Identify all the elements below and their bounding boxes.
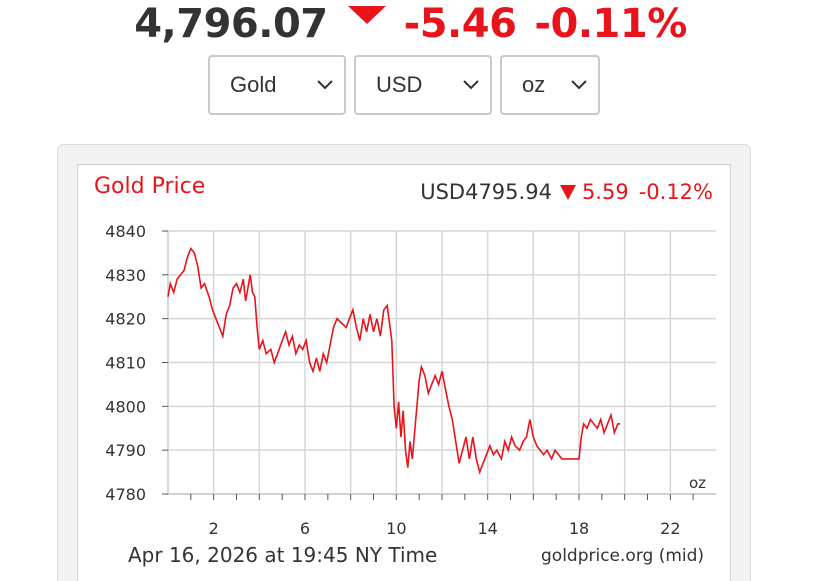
y-axis-ticks: 4840 4830 4820 4810 4800 4790 4780 [105, 222, 168, 504]
chevron-down-icon [571, 80, 587, 90]
y-tick-label: 4780 [105, 485, 146, 504]
chart-quote-price: USD4795.94 [420, 180, 552, 204]
chart-title: Gold Price [94, 174, 206, 199]
metal-select-value: Gold [230, 72, 277, 97]
chart-frame [77, 164, 731, 581]
x-tick-label: 10 [386, 519, 406, 538]
y-tick-label: 4830 [105, 266, 146, 285]
x-tick-label: 18 [569, 519, 589, 538]
unit-select-value: oz [522, 72, 546, 97]
chart-quote: USD4795.94 5.59 -0.12% [420, 177, 713, 207]
gold-price-line [167, 246, 621, 475]
chevron-down-icon [317, 80, 333, 90]
chart-grid [168, 230, 716, 495]
chart-quote-change: 5.59 [581, 180, 629, 204]
y-tick-label: 4810 [105, 354, 146, 373]
price-change: -5.46 [403, 1, 517, 47]
y-tick-label: 4840 [105, 222, 146, 241]
currency-select-value: USD [376, 72, 423, 97]
price-change-percent: -0.11% [534, 1, 687, 47]
x-tick-label: 14 [477, 519, 497, 538]
metal-select[interactable]: Gold [208, 55, 346, 115]
chart-unit-label: oz [689, 474, 706, 492]
x-tick-label: 6 [300, 519, 310, 538]
x-tick-label: 22 [660, 519, 680, 538]
y-tick-label: 4790 [105, 441, 146, 460]
x-axis-ticks: 2 6 10 14 18 22 [209, 519, 681, 538]
current-price: 4,796.07 [134, 1, 328, 47]
down-triangle-icon [559, 184, 576, 200]
y-tick-label: 4820 [105, 310, 146, 329]
currency-select[interactable]: USD [354, 55, 492, 115]
unit-select[interactable]: oz [500, 55, 600, 115]
down-triangle-icon [347, 6, 386, 24]
chevron-down-icon [463, 80, 479, 90]
chart-quote-change-percent: -0.12% [638, 180, 713, 204]
x-tick-label: 2 [209, 519, 219, 538]
price-headline: 4,796.07 -5.46 -0.11% [0, 0, 821, 52]
y-tick-label: 4800 [105, 397, 146, 416]
chart-source: goldprice.org (mid) [541, 546, 705, 566]
chart-timestamp: Apr 16, 2026 at 19:45 NY Time [128, 543, 438, 567]
